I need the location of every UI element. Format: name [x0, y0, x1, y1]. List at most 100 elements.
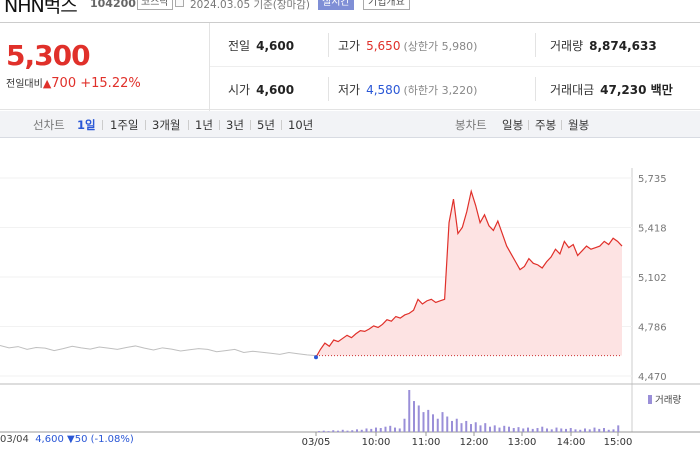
volume-bar	[436, 418, 439, 432]
volume-bar	[550, 429, 553, 432]
volume-bar	[460, 423, 463, 432]
volume-bar	[560, 428, 563, 432]
prev-day-info: 03/04 4,600 ▼50 (-1.08%)	[0, 434, 134, 445]
change-amount: 700	[51, 76, 77, 91]
candle-weekly[interactable]: 주봉	[535, 118, 557, 132]
change-label: 전일대비	[6, 79, 43, 90]
stock-code: 104200	[90, 0, 136, 10]
realtime-button[interactable]: 실시간	[318, 0, 354, 10]
x-tick-label: 11:00	[412, 437, 441, 448]
x-tick-label: 12:00	[460, 437, 489, 448]
volume-bar	[375, 427, 377, 432]
volume-bar	[479, 425, 482, 432]
x-tick-label: 10:00	[362, 437, 391, 448]
price-summary: 5,300 전일대비▲700 +15.22% 전일 4,600 고가 5,650 (상…	[0, 22, 700, 111]
corp-info-button[interactable]: 기업개요	[363, 0, 410, 10]
volume-bar	[322, 430, 325, 432]
stock-header: NHN벅스 104200 코스닥 2024.03.05 기준(장마감) 실시간 …	[0, 0, 700, 17]
period-5y[interactable]: 5년	[257, 118, 275, 132]
volume-bar	[574, 429, 577, 432]
volume-bar	[422, 412, 425, 432]
volume-legend-label: 거래량	[655, 395, 682, 406]
up-triangle-icon: ▲	[42, 77, 52, 90]
prev-day-date: 03/04	[0, 434, 29, 445]
period-3m[interactable]: 3개월	[152, 118, 181, 132]
x-tick-label: 14:00	[557, 437, 586, 448]
volume-bar	[603, 428, 605, 432]
period-1w[interactable]: 1주일	[110, 118, 139, 132]
candle-daily[interactable]: 일봉	[502, 118, 524, 132]
volume-bar	[318, 431, 320, 432]
price-change: 전일대비▲700 +15.22%	[6, 75, 141, 91]
period-3y[interactable]: 3년	[226, 118, 244, 132]
volume-bar	[584, 428, 586, 432]
current-price: 5,300	[6, 39, 91, 72]
open-marker	[314, 355, 318, 360]
volume-bar	[365, 428, 368, 432]
volume-bar	[598, 428, 601, 432]
base-date: 2024.03.05 기준(장마감)	[190, 0, 310, 11]
volume-bar	[394, 427, 396, 432]
volume-bar	[427, 409, 430, 432]
volume-bar	[441, 412, 444, 432]
volume-bar	[470, 424, 472, 432]
open-price: 시가 4,600	[228, 83, 295, 97]
volume-bar	[593, 427, 596, 432]
volume-bar	[541, 426, 544, 432]
volume-bar	[327, 431, 330, 432]
period-1d[interactable]: 1일	[77, 118, 96, 132]
volume-bar	[337, 430, 339, 432]
volume-bar	[512, 428, 515, 432]
volume-bar	[356, 429, 358, 432]
prev-day-close: 4,600	[35, 434, 64, 445]
price-line	[315, 188, 623, 358]
x-tick-label: 03/05	[302, 437, 331, 448]
candle-monthly[interactable]: 월봉	[568, 118, 590, 132]
volume-bar	[403, 418, 406, 432]
stock-name: NHN벅스	[4, 0, 78, 17]
x-tick-label: 13:00	[508, 437, 537, 448]
volume-bar	[455, 418, 458, 432]
y-tick-label: 5,418	[638, 224, 667, 235]
volume-bar	[346, 430, 349, 432]
volume-bar	[484, 423, 487, 432]
prev-day-line	[0, 344, 317, 357]
volume-bar	[389, 425, 392, 432]
volume-bar	[451, 420, 453, 432]
y-tick-label: 4,786	[638, 323, 667, 334]
y-tick-label: 4,470	[638, 372, 667, 383]
volume-bar	[341, 429, 344, 432]
chart-toolbar: 선차트 1일 1주일 3개월 1년 3년 5년 10년 봉차트 일봉 주봉 월봉	[0, 111, 700, 138]
volume-bar	[527, 427, 529, 432]
volume-bar	[531, 428, 534, 432]
volume-bar	[536, 428, 539, 432]
volume-bar	[588, 429, 591, 432]
volume-bar	[360, 429, 363, 432]
x-tick-label: 15:00	[604, 437, 633, 448]
y-tick-label: 5,102	[638, 273, 667, 284]
change-percent: +15.22%	[80, 76, 141, 91]
volume-bar	[384, 426, 387, 432]
volume-bar	[569, 428, 572, 432]
intraday-price-chart[interactable]: 5,735 5,418 5,102 4,786 4,470 03/05 10:00 11:0…	[0, 138, 700, 450]
volume-bar	[565, 428, 567, 432]
volume-bar	[413, 401, 415, 432]
candle-chart-label[interactable]: 봉차트	[455, 118, 487, 132]
volume-bar	[617, 425, 620, 432]
volume-bar	[493, 425, 496, 432]
document-icon[interactable]	[175, 0, 184, 7]
volume-bar	[465, 420, 468, 432]
price-stats: 전일 4,600 고가 5,650 (상한가 5,980) 거래량 8,874,633 …	[210, 23, 700, 111]
volume: 거래량 8,874,633	[550, 39, 657, 53]
current-price-box: 5,300 전일대비▲700 +15.22%	[0, 23, 210, 111]
line-chart-label[interactable]: 선차트	[33, 118, 65, 132]
y-tick-label: 5,735	[638, 174, 667, 185]
volume-legend: 거래량	[648, 392, 681, 406]
period-10y[interactable]: 10년	[288, 118, 314, 132]
volume-bar	[498, 427, 501, 432]
volume-bar	[489, 426, 491, 432]
trade-amount: 거래대금 47,230 백만	[550, 83, 673, 97]
price-area	[316, 191, 622, 358]
period-1y[interactable]: 1년	[195, 118, 213, 132]
volume-bar	[379, 428, 382, 432]
